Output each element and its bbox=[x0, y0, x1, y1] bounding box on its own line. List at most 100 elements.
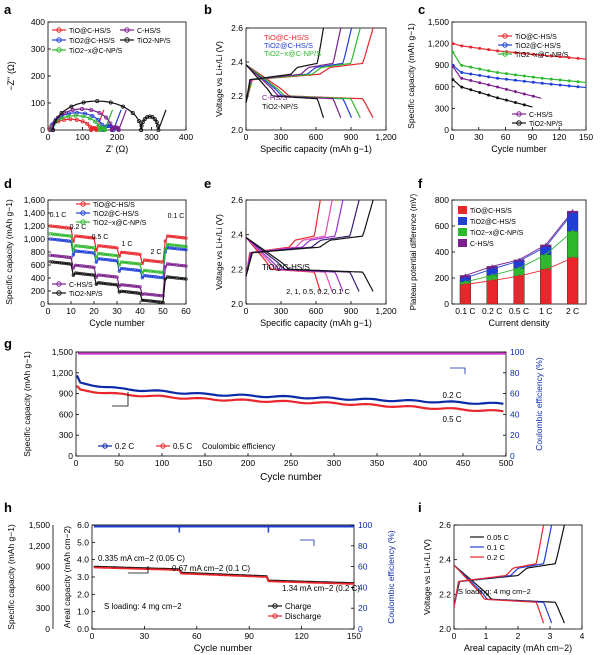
x-axis-label: Specific capacity (mAh g−1) bbox=[260, 144, 372, 154]
x-axis-label: Cycle number bbox=[89, 318, 145, 328]
axis-arrow bbox=[450, 367, 466, 374]
legend-label: TiO@C-HS/S bbox=[69, 28, 111, 35]
data-point bbox=[142, 117, 147, 122]
x-tick-label: 20 bbox=[89, 306, 99, 316]
x-tick-label: 400 bbox=[413, 458, 427, 468]
data-point bbox=[513, 51, 517, 55]
data-point bbox=[70, 108, 75, 113]
y-axis-label: Voltage vs Li+/Li (V) bbox=[214, 41, 224, 117]
data-point bbox=[460, 85, 464, 89]
data-point bbox=[184, 244, 188, 249]
legend-label: TiO2@C-HS/S bbox=[69, 38, 115, 45]
data-point bbox=[504, 98, 508, 102]
data-point bbox=[96, 123, 101, 128]
data-point bbox=[513, 90, 517, 94]
data-point bbox=[531, 75, 535, 79]
data-point bbox=[487, 75, 491, 79]
curve-label: TiO@C-HS/S bbox=[262, 263, 310, 272]
data-point bbox=[469, 79, 473, 83]
y-tick-label: 3.0 bbox=[77, 572, 89, 582]
x-tick-label: 250 bbox=[284, 458, 298, 468]
data-point bbox=[549, 54, 553, 58]
legend-label: TiO2−x@C-NP/S bbox=[264, 49, 321, 58]
data-point bbox=[69, 104, 74, 109]
data-point bbox=[543, 242, 548, 247]
data-point bbox=[543, 244, 548, 249]
data-point bbox=[570, 209, 575, 213]
data-point bbox=[94, 260, 98, 264]
capacity-curve bbox=[75, 374, 504, 405]
data-point bbox=[94, 255, 98, 260]
data-point bbox=[163, 265, 167, 269]
x-axis-label: Cycle number bbox=[491, 144, 547, 154]
plot-frame bbox=[453, 524, 583, 630]
data-point bbox=[121, 104, 126, 109]
data-point bbox=[140, 120, 145, 125]
discharge-curve bbox=[245, 236, 374, 292]
x-tick-label: 50 bbox=[158, 306, 168, 316]
data-point bbox=[540, 76, 544, 80]
x-tick-label: 1 C bbox=[539, 306, 552, 316]
data-point bbox=[66, 114, 71, 119]
x-tick-label: 300 bbox=[274, 306, 288, 316]
data-point bbox=[460, 76, 464, 80]
data-point bbox=[463, 279, 468, 284]
legend-marker bbox=[516, 111, 522, 117]
data-point bbox=[478, 46, 482, 50]
axis-arrow bbox=[128, 566, 149, 574]
legend-label: TiO@C-HS/S bbox=[264, 33, 309, 42]
capacity-curve bbox=[452, 43, 587, 60]
data-point bbox=[522, 74, 526, 78]
x-tick-label: 500 bbox=[499, 458, 513, 468]
data-point bbox=[163, 277, 167, 281]
y-tick-label: 0 bbox=[68, 451, 73, 461]
y-tick-label: 40 bbox=[358, 582, 368, 592]
x-tick-label: 900 bbox=[344, 132, 358, 142]
y-tick-label: 5.0 bbox=[77, 537, 89, 547]
panel-letter-a: a bbox=[4, 2, 12, 17]
data-point bbox=[487, 69, 491, 73]
data-point bbox=[81, 114, 86, 119]
data-point bbox=[139, 123, 144, 128]
capacity-curve bbox=[452, 51, 587, 84]
rate-label: 1 C bbox=[122, 241, 133, 248]
x-tick-label: 1 bbox=[484, 631, 489, 641]
y0-tick-label: 0 bbox=[45, 624, 50, 634]
data-point bbox=[490, 278, 495, 283]
legend-label: TiO@C-HS/S bbox=[515, 34, 557, 41]
data-point bbox=[69, 234, 73, 238]
data-point bbox=[136, 119, 141, 124]
x-tick-label: 900 bbox=[344, 306, 358, 316]
rate-annotation: 1.34 mA cm−2 (0.2 C) bbox=[282, 584, 360, 593]
y-tick-label: 2.2 bbox=[439, 589, 451, 599]
y-tick-label: 2.6 bbox=[231, 195, 243, 205]
x-tick-label: 150 bbox=[579, 132, 593, 142]
y-tick-label: 1.0 bbox=[77, 607, 89, 617]
data-point bbox=[184, 277, 188, 281]
y-tick-label: 1,000 bbox=[24, 234, 46, 244]
data-point bbox=[513, 78, 517, 82]
data-point bbox=[478, 90, 482, 94]
y-tick-label: 300 bbox=[31, 44, 45, 54]
x-tick-label: 0.5 C bbox=[509, 306, 529, 316]
x-tick-label: 0.2 C bbox=[482, 306, 502, 316]
y-tick-label: 400 bbox=[31, 17, 45, 27]
x-tick-label: 300 bbox=[274, 132, 288, 142]
y-tick-label: 2.0 bbox=[439, 624, 451, 634]
data-point bbox=[570, 255, 575, 260]
data-point bbox=[71, 253, 75, 257]
y-tick-label: 0 bbox=[358, 624, 363, 634]
legend-label: TiO2−x@C-NP/S bbox=[69, 48, 123, 55]
data-point bbox=[451, 42, 455, 46]
x-tick-label: 0.1 C bbox=[455, 306, 475, 316]
y0-tick-label: 1,500 bbox=[29, 520, 51, 530]
legend-marker bbox=[124, 37, 130, 43]
x-axis-label: Specific capacity (mAh g−1) bbox=[260, 318, 372, 328]
legend-label: Charge bbox=[285, 602, 312, 611]
x-tick-label: 120 bbox=[552, 132, 566, 142]
data-point bbox=[184, 248, 188, 252]
y-axis-label: Plateau potential difference (mV) bbox=[409, 193, 418, 310]
data-point bbox=[115, 253, 119, 258]
data-point bbox=[55, 115, 60, 120]
data-point bbox=[184, 264, 188, 268]
